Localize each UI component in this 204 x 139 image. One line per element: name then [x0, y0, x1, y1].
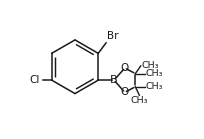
Text: CH₃: CH₃ [130, 96, 147, 105]
Text: O: O [120, 63, 128, 73]
Text: Br: Br [106, 31, 118, 41]
Text: B: B [110, 75, 117, 85]
Text: CH₃: CH₃ [144, 82, 162, 91]
Text: CH₃: CH₃ [141, 61, 158, 70]
Text: CH₃: CH₃ [144, 69, 162, 78]
Text: Cl: Cl [29, 75, 39, 85]
Text: O: O [120, 87, 128, 97]
